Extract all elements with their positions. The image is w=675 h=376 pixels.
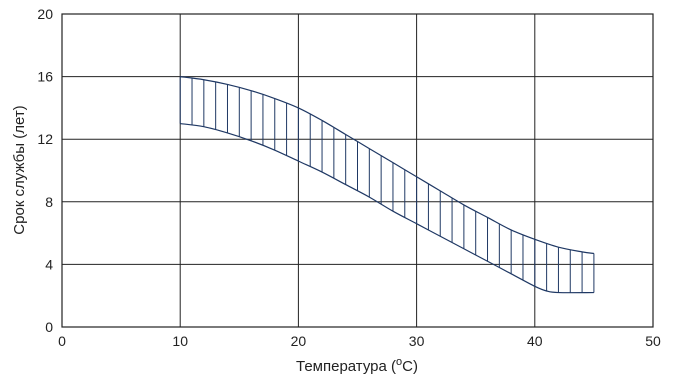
y-tick-label: 0 bbox=[45, 319, 53, 335]
y-tick-label: 16 bbox=[37, 69, 53, 85]
y-axis-label: Срок службы (лет) bbox=[11, 105, 28, 234]
y-tick-label: 8 bbox=[45, 194, 53, 210]
x-tick-label: 50 bbox=[645, 333, 661, 349]
x-tick-label: 0 bbox=[58, 333, 66, 349]
service-life-band bbox=[180, 76, 594, 294]
plot-frame bbox=[61, 13, 654, 328]
plot-border bbox=[61, 13, 654, 328]
x-tick-label: 30 bbox=[409, 333, 425, 349]
band-lower-line bbox=[180, 122, 594, 294]
x-tick-label: 20 bbox=[291, 333, 307, 349]
band-hatching bbox=[179, 76, 595, 293]
x-axis-label-degree: o bbox=[396, 356, 402, 368]
x-tick-label: 40 bbox=[527, 333, 543, 349]
y-axis-ticks: 0 4 8 12 16 20 bbox=[37, 6, 53, 335]
band-upper-line bbox=[180, 76, 594, 255]
y-tick-label: 12 bbox=[37, 131, 53, 147]
x-axis-ticks: 0 10 20 30 40 50 bbox=[58, 333, 661, 349]
x-axis-label-unit: C) bbox=[402, 358, 418, 375]
x-axis-label: Температура (oC) bbox=[296, 356, 418, 375]
y-tick-label: 4 bbox=[45, 256, 53, 272]
y-tick-label: 20 bbox=[37, 6, 53, 22]
x-tick-label: 10 bbox=[172, 333, 188, 349]
x-axis-label-main: Температура ( bbox=[296, 358, 396, 375]
